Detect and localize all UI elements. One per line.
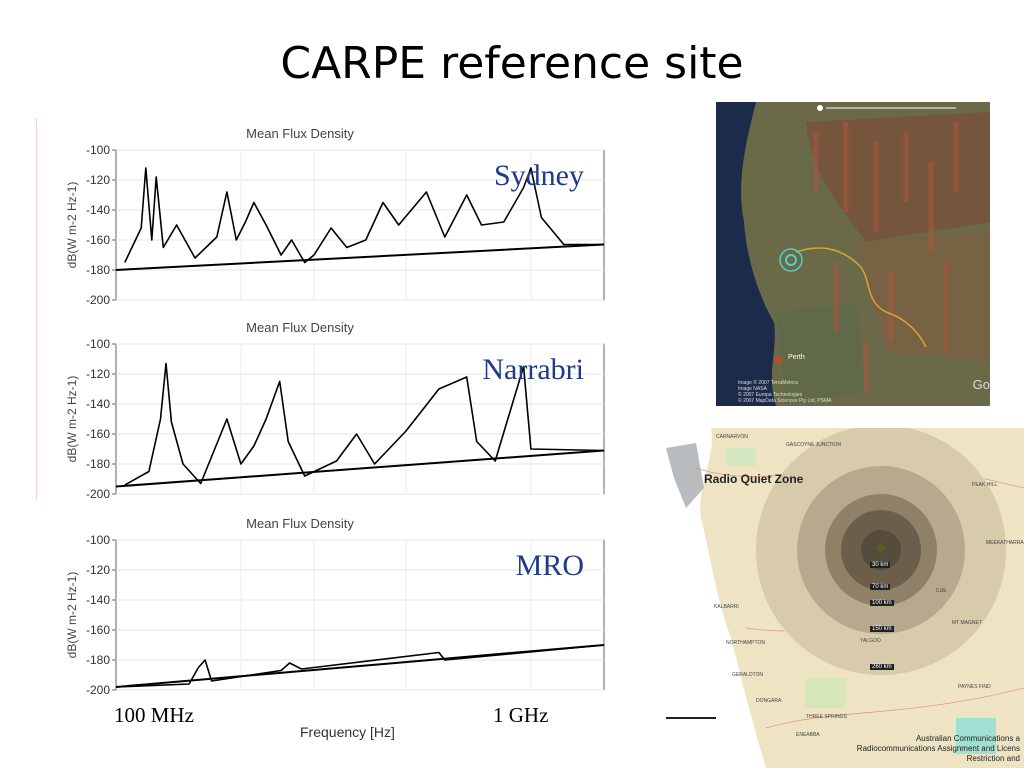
site-label: Sydney xyxy=(494,159,584,192)
y-tick-label: -140 xyxy=(86,203,110,217)
x-tick-label-1ghz: 1 GHz xyxy=(493,703,549,727)
rqz-ring-label: 70 km xyxy=(870,584,891,590)
y-tick-label: -140 xyxy=(86,397,110,411)
y-tick-label: -160 xyxy=(86,427,110,441)
rqz-ring-label: 100 km xyxy=(870,600,894,606)
plot-frame xyxy=(115,149,605,301)
rqz-ring-label: 30 km xyxy=(870,562,891,568)
town-label: GASCOYNE JUNCTION xyxy=(786,442,842,448)
town-label: NORTHAMPTON xyxy=(726,640,765,646)
spectrum-line xyxy=(124,362,605,486)
chart-title: Mean Flux Density xyxy=(246,320,354,335)
google-logo: Go xyxy=(972,377,990,392)
spectrum-line xyxy=(124,167,604,264)
satellite-map: Perth Image © 2007 TerraMetrics Image NA… xyxy=(716,102,990,406)
x-axis-label: Frequency [Hz] xyxy=(300,724,395,740)
noise-floor-line xyxy=(115,243,605,271)
y-axis-label: dB(W m-2 Hz-1) xyxy=(65,182,79,269)
town-label: MEEKATHARRA xyxy=(986,540,1024,546)
satellite-credit: Image © 2007 TerraMetrics Image NASA © 2… xyxy=(738,380,832,404)
satellite-map-art xyxy=(716,102,990,406)
rqz-credit: Australian Communications a Radiocommuni… xyxy=(856,734,1020,763)
town-label: ENEABBA xyxy=(796,732,820,738)
town-label: KALBARRI xyxy=(714,604,739,610)
rqz-title: Radio Quiet Zone xyxy=(704,472,804,486)
y-tick-label: -120 xyxy=(86,563,110,577)
y-axis-label: dB(W m-2 Hz-1) xyxy=(65,572,79,659)
spectra-charts: -100 -120 -140 -160 -180 -200 Mean Flux Densit… xyxy=(36,118,605,697)
town-label: GERALDTON xyxy=(732,672,764,678)
y-tick-label: -200 xyxy=(86,683,110,697)
rqz-ring-label: 260 km xyxy=(870,664,894,670)
radio-quiet-zone-map: Radio Quiet Zone 30 km 70 km 100 km 150 km 2… xyxy=(656,428,1024,768)
y-tick-label: -180 xyxy=(86,653,110,667)
y-tick-label: -120 xyxy=(86,367,110,381)
y-tick-label: -180 xyxy=(86,263,110,277)
y-axis-label: dB(W m-2 Hz-1) xyxy=(65,376,79,463)
town-label: MT MAGNET xyxy=(952,620,982,626)
perth-label: Perth xyxy=(788,354,805,361)
y-tick-label: -200 xyxy=(86,293,110,307)
y-tick-label: -140 xyxy=(86,593,110,607)
town-label: CUE xyxy=(936,588,947,594)
y-tick-label: -180 xyxy=(86,457,110,471)
y-tick-label: -120 xyxy=(86,173,110,187)
y-tick-label: -160 xyxy=(86,233,110,247)
town-label: DONGARA xyxy=(756,698,782,704)
y-tick-label: -100 xyxy=(86,337,110,351)
chart-title: Mean Flux Density xyxy=(246,126,354,141)
site-label: Narrabri xyxy=(482,353,584,386)
rqz-ring-label: 150 km xyxy=(870,626,894,632)
y-tick-label: -160 xyxy=(86,623,110,637)
town-label: YALGOO xyxy=(860,638,881,644)
y-tick-label: -100 xyxy=(86,533,110,547)
spectrum-line xyxy=(115,644,605,688)
chart-title: Mean Flux Density xyxy=(246,516,354,531)
spectra-panel: -100 -120 -140 -160 -180 -200 Mean Flux Densit… xyxy=(36,118,616,768)
y-tick-label: -200 xyxy=(86,487,110,501)
town-label: THREE SPRINGS xyxy=(806,714,847,720)
town-label: PAYNES FIND xyxy=(958,684,991,690)
slide-title: CARPE reference site xyxy=(280,38,744,89)
site-label: MRO xyxy=(516,549,584,582)
rqz-map-art xyxy=(656,428,1024,768)
town-label: CARNARVON xyxy=(716,434,748,440)
x-tick-label-100mhz: 100 MHz xyxy=(114,703,194,727)
town-label: PEAK HILL xyxy=(972,482,998,488)
y-tick-label: -100 xyxy=(86,143,110,157)
